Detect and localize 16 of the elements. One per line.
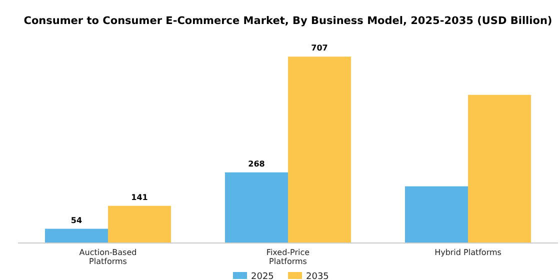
bar — [108, 206, 171, 243]
x-tick-label: Hybrid Platforms — [434, 248, 502, 257]
bar — [225, 172, 288, 243]
x-tick-label: Fixed-Price Platforms — [266, 248, 310, 266]
bar — [288, 56, 351, 243]
bar — [405, 186, 468, 243]
chart-title: Consumer to Consumer E-Commerce Market, By Business Model, 2025-2035 (USD Billion) — [24, 15, 552, 27]
bar — [468, 94, 531, 243]
data-label: 268 — [248, 159, 266, 168]
data-label: 141 — [131, 192, 148, 202]
data-label: 707 — [311, 44, 328, 53]
x-tick-label: Auction-Based Platforms — [79, 248, 137, 266]
legend-label: 2035 — [306, 272, 329, 280]
bar — [45, 228, 108, 243]
legend-label: 2025 — [251, 272, 274, 280]
data-label: 54 — [70, 216, 82, 225]
